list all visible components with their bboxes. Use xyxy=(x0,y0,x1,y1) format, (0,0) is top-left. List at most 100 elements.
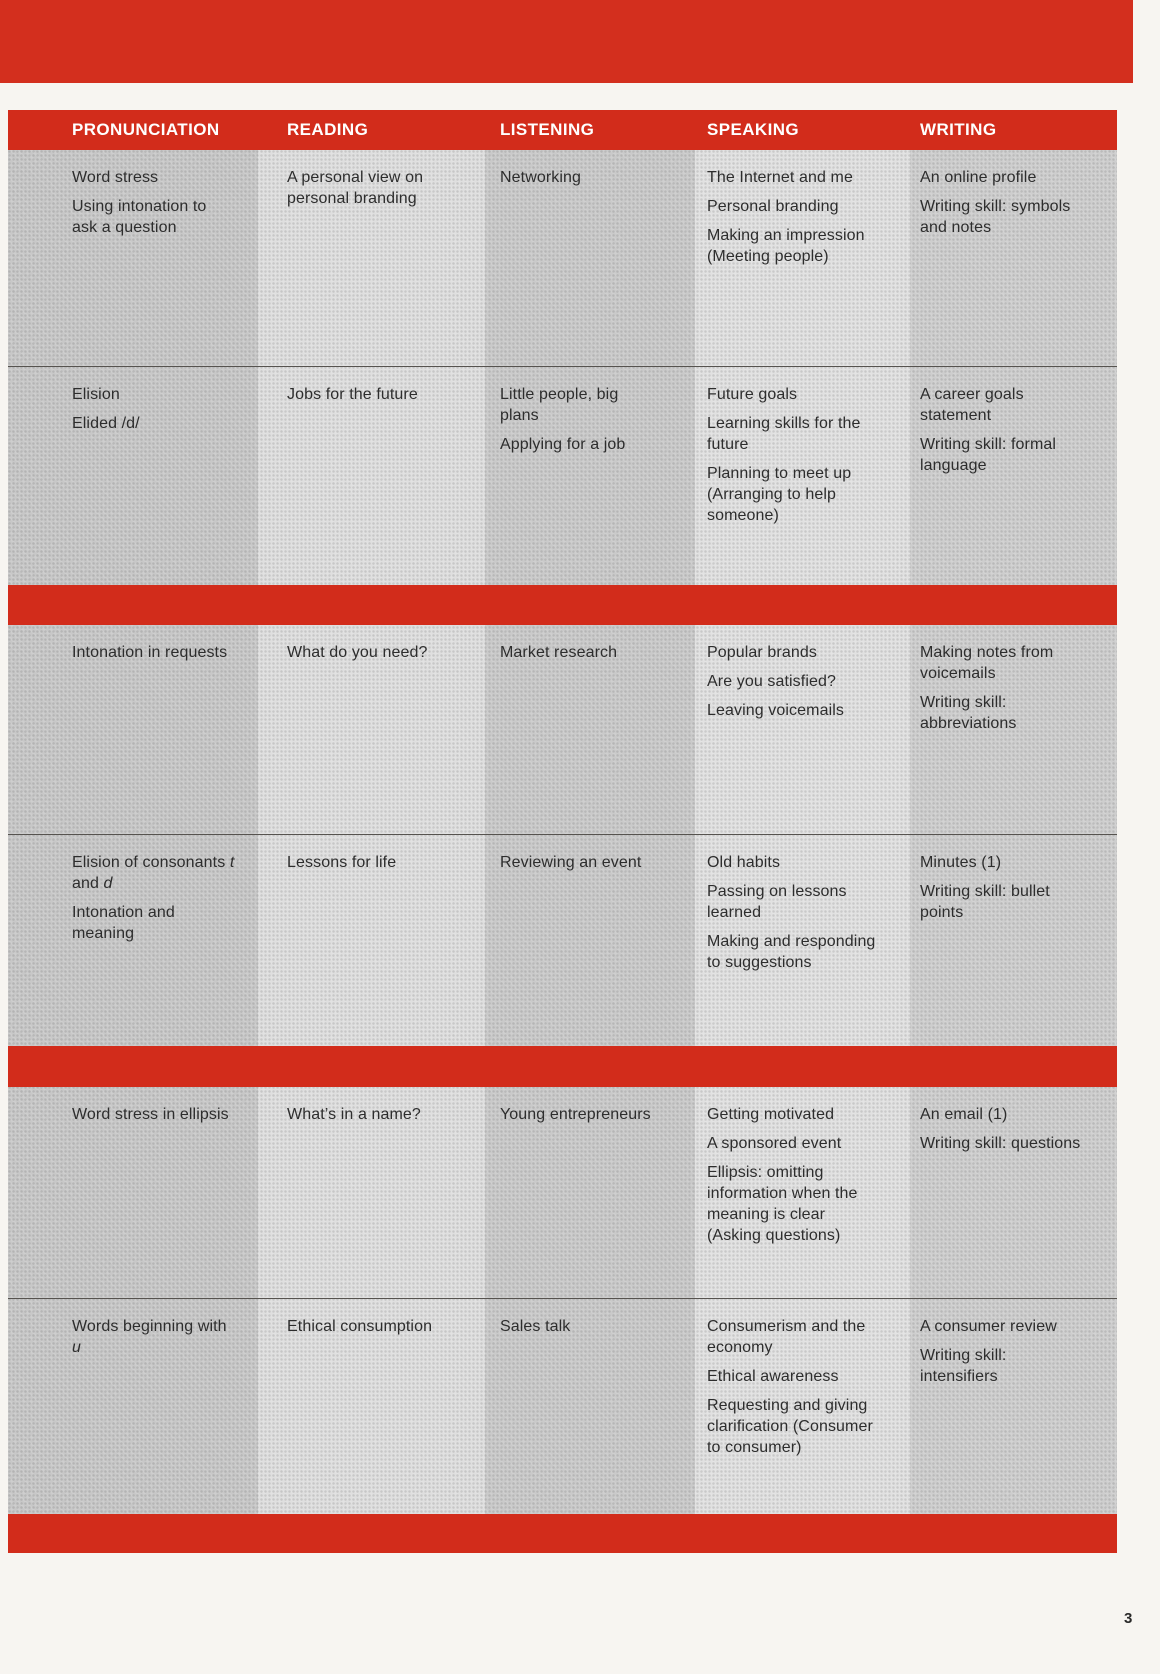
cell-paragraph: What do you need? xyxy=(287,644,428,661)
column-header-writing: WRITING xyxy=(920,120,997,139)
cell-paragraph: Ethical awareness xyxy=(707,1368,839,1385)
cell-paragraph: Are you satisfied? xyxy=(707,673,836,690)
table-row: Intonation in requests What do you need? M… xyxy=(8,625,1117,834)
section-divider-band xyxy=(8,1046,1117,1087)
cell-paragraph: Writing skill: intensifiers xyxy=(920,1347,1007,1385)
top-red-band xyxy=(0,0,1133,83)
cell-paragraph: Intonation and meaning xyxy=(72,904,175,942)
table-body: Word stress Using intonation to ask a que… xyxy=(8,150,1117,1514)
cell-paragraph: Writing skill: abbreviations xyxy=(920,694,1017,732)
cell-paragraph: A sponsored event xyxy=(707,1135,842,1152)
cell-paragraph: Making an impression (Meeting people) xyxy=(707,227,865,265)
cell-paragraph: Reviewing an event xyxy=(500,854,642,871)
column-header-listening: LISTENING xyxy=(500,120,595,139)
cell-paragraph: Making and responding to suggestions xyxy=(707,933,876,971)
column-header-reading: READING xyxy=(287,120,369,139)
cell-pronunciation: Intonation in requests xyxy=(8,625,258,834)
cell-listening: Little people, big plans Applying for a j… xyxy=(485,367,695,585)
cell-speaking: Getting motivated A sponsored event Ellips… xyxy=(695,1087,910,1298)
table-row: Word stress Using intonation to ask a que… xyxy=(8,150,1117,366)
cell-reading: What do you need? xyxy=(258,625,485,834)
cell-paragraph: Making notes from voicemails xyxy=(920,644,1054,682)
cell-pronunciation: Words beginning with u xyxy=(8,1299,258,1514)
page-number: 3 xyxy=(1124,1610,1133,1627)
cell-paragraph: Sales talk xyxy=(500,1318,571,1335)
cell-paragraph: An email (1) xyxy=(920,1106,1008,1123)
cell-paragraph: Using intonation to ask a question xyxy=(72,198,207,236)
cell-speaking: The Internet and me Personal branding Maki… xyxy=(695,150,910,366)
cell-writing: Minutes (1) Writing skill: bullet points xyxy=(910,835,1117,1046)
cell-listening: Networking xyxy=(485,150,695,366)
table-row: Elision of consonants t and d Intonation … xyxy=(8,834,1117,1046)
cell-speaking: Consumerism and the economy Ethical aware… xyxy=(695,1299,910,1514)
cell-paragraph: Old habits xyxy=(707,854,781,871)
table-row: Word stress in ellipsis What’s in a name?… xyxy=(8,1087,1117,1298)
cell-paragraph: An online profile xyxy=(920,169,1037,186)
cell-reading: A personal view on personal branding xyxy=(258,150,485,366)
cell-writing: A consumer review Writing skill: intensif… xyxy=(910,1299,1117,1514)
table-row: Elision Elided /d/Jobs for the future Litt… xyxy=(8,366,1117,585)
cell-paragraph: The Internet and me xyxy=(707,169,853,186)
cell-paragraph: Words beginning with u xyxy=(72,1318,227,1356)
cell-reading: Lessons for life xyxy=(258,835,485,1046)
cell-speaking: Old habits Passing on lessons learned Maki… xyxy=(695,835,910,1046)
cell-paragraph: Personal branding xyxy=(707,198,839,215)
cell-speaking: Popular brands Are you satisfied? Leaving … xyxy=(695,625,910,834)
cell-paragraph: Word stress in ellipsis xyxy=(72,1106,229,1123)
cell-pronunciation: Elision Elided /d/ xyxy=(8,367,258,585)
cell-paragraph: Getting motivated xyxy=(707,1106,835,1123)
cell-paragraph: Elision of consonants t and d xyxy=(72,854,235,892)
column-stripes xyxy=(8,150,1117,1514)
cell-paragraph: Applying for a job xyxy=(500,436,626,453)
cell-writing: An online profile Writing skill: symbols … xyxy=(910,150,1117,366)
cell-paragraph: Writing skill: formal language xyxy=(920,436,1057,474)
section-divider-band xyxy=(8,585,1117,625)
cell-listening: Sales talk xyxy=(485,1299,695,1514)
cell-speaking: Future goals Learning skills for the futu… xyxy=(695,367,910,585)
cell-paragraph: Writing skill: questions xyxy=(920,1135,1081,1152)
syllabus-table: PRONUNCIATION READING LISTENING SPEAKING WRI… xyxy=(8,110,1117,1553)
bottom-red-band xyxy=(8,1514,1117,1553)
cell-paragraph: Elision xyxy=(72,386,120,403)
cell-reading: Ethical consumption xyxy=(258,1299,485,1514)
cell-paragraph: Learning skills for the future xyxy=(707,415,861,453)
cell-paragraph: Requesting and giving clarification (Con… xyxy=(707,1397,873,1456)
cell-pronunciation: Elision of consonants t and d Intonation … xyxy=(8,835,258,1046)
cell-paragraph: Popular brands xyxy=(707,644,817,661)
table-row: Words beginning with u Ethical consumptio… xyxy=(8,1298,1117,1514)
cell-paragraph: Networking xyxy=(500,169,582,186)
cell-paragraph: A personal view on personal branding xyxy=(287,169,424,207)
column-header-speaking: SPEAKING xyxy=(707,120,799,139)
cell-paragraph: Consumerism and the economy xyxy=(707,1318,866,1356)
cell-paragraph: Word stress xyxy=(72,169,159,186)
cell-paragraph: Writing skill: bullet points xyxy=(920,883,1050,921)
cell-writing: Making notes from voicemails Writing skil… xyxy=(910,625,1117,834)
cell-reading: What’s in a name? xyxy=(258,1087,485,1298)
cell-paragraph: Little people, big plans xyxy=(500,386,619,424)
cell-paragraph: Intonation in requests xyxy=(72,644,228,661)
cell-listening: Market research xyxy=(485,625,695,834)
cell-pronunciation: Word stress Using intonation to ask a que… xyxy=(8,150,258,366)
column-header-pronunciation: PRONUNCIATION xyxy=(72,120,220,139)
cell-reading: Jobs for the future xyxy=(258,367,485,585)
cell-paragraph: A career goals statement xyxy=(920,386,1024,424)
cell-paragraph: Writing skill: symbols and notes xyxy=(920,198,1071,236)
cell-paragraph: Ethical consumption xyxy=(287,1318,433,1335)
cell-paragraph: Leaving voicemails xyxy=(707,702,844,719)
cell-paragraph: Market research xyxy=(500,644,618,661)
table-header-row: PRONUNCIATION READING LISTENING SPEAKING WRI… xyxy=(8,110,1117,150)
cell-listening: Young entrepreneurs xyxy=(485,1087,695,1298)
cell-paragraph: Future goals xyxy=(707,386,798,403)
cell-paragraph: Minutes (1) xyxy=(920,854,1002,871)
cell-paragraph: What’s in a name? xyxy=(287,1106,421,1123)
cell-pronunciation: Word stress in ellipsis xyxy=(8,1087,258,1298)
cell-paragraph: A consumer review xyxy=(920,1318,1057,1335)
cell-paragraph: Young entrepreneurs xyxy=(500,1106,651,1123)
cell-writing: An email (1) Writing skill: questions xyxy=(910,1087,1117,1298)
cell-paragraph: Jobs for the future xyxy=(287,386,418,403)
cell-listening: Reviewing an event xyxy=(485,835,695,1046)
cell-paragraph: Planning to meet up (Arranging to help s… xyxy=(707,465,852,524)
cell-paragraph: Passing on lessons learned xyxy=(707,883,847,921)
cell-paragraph: Lessons for life xyxy=(287,854,397,871)
